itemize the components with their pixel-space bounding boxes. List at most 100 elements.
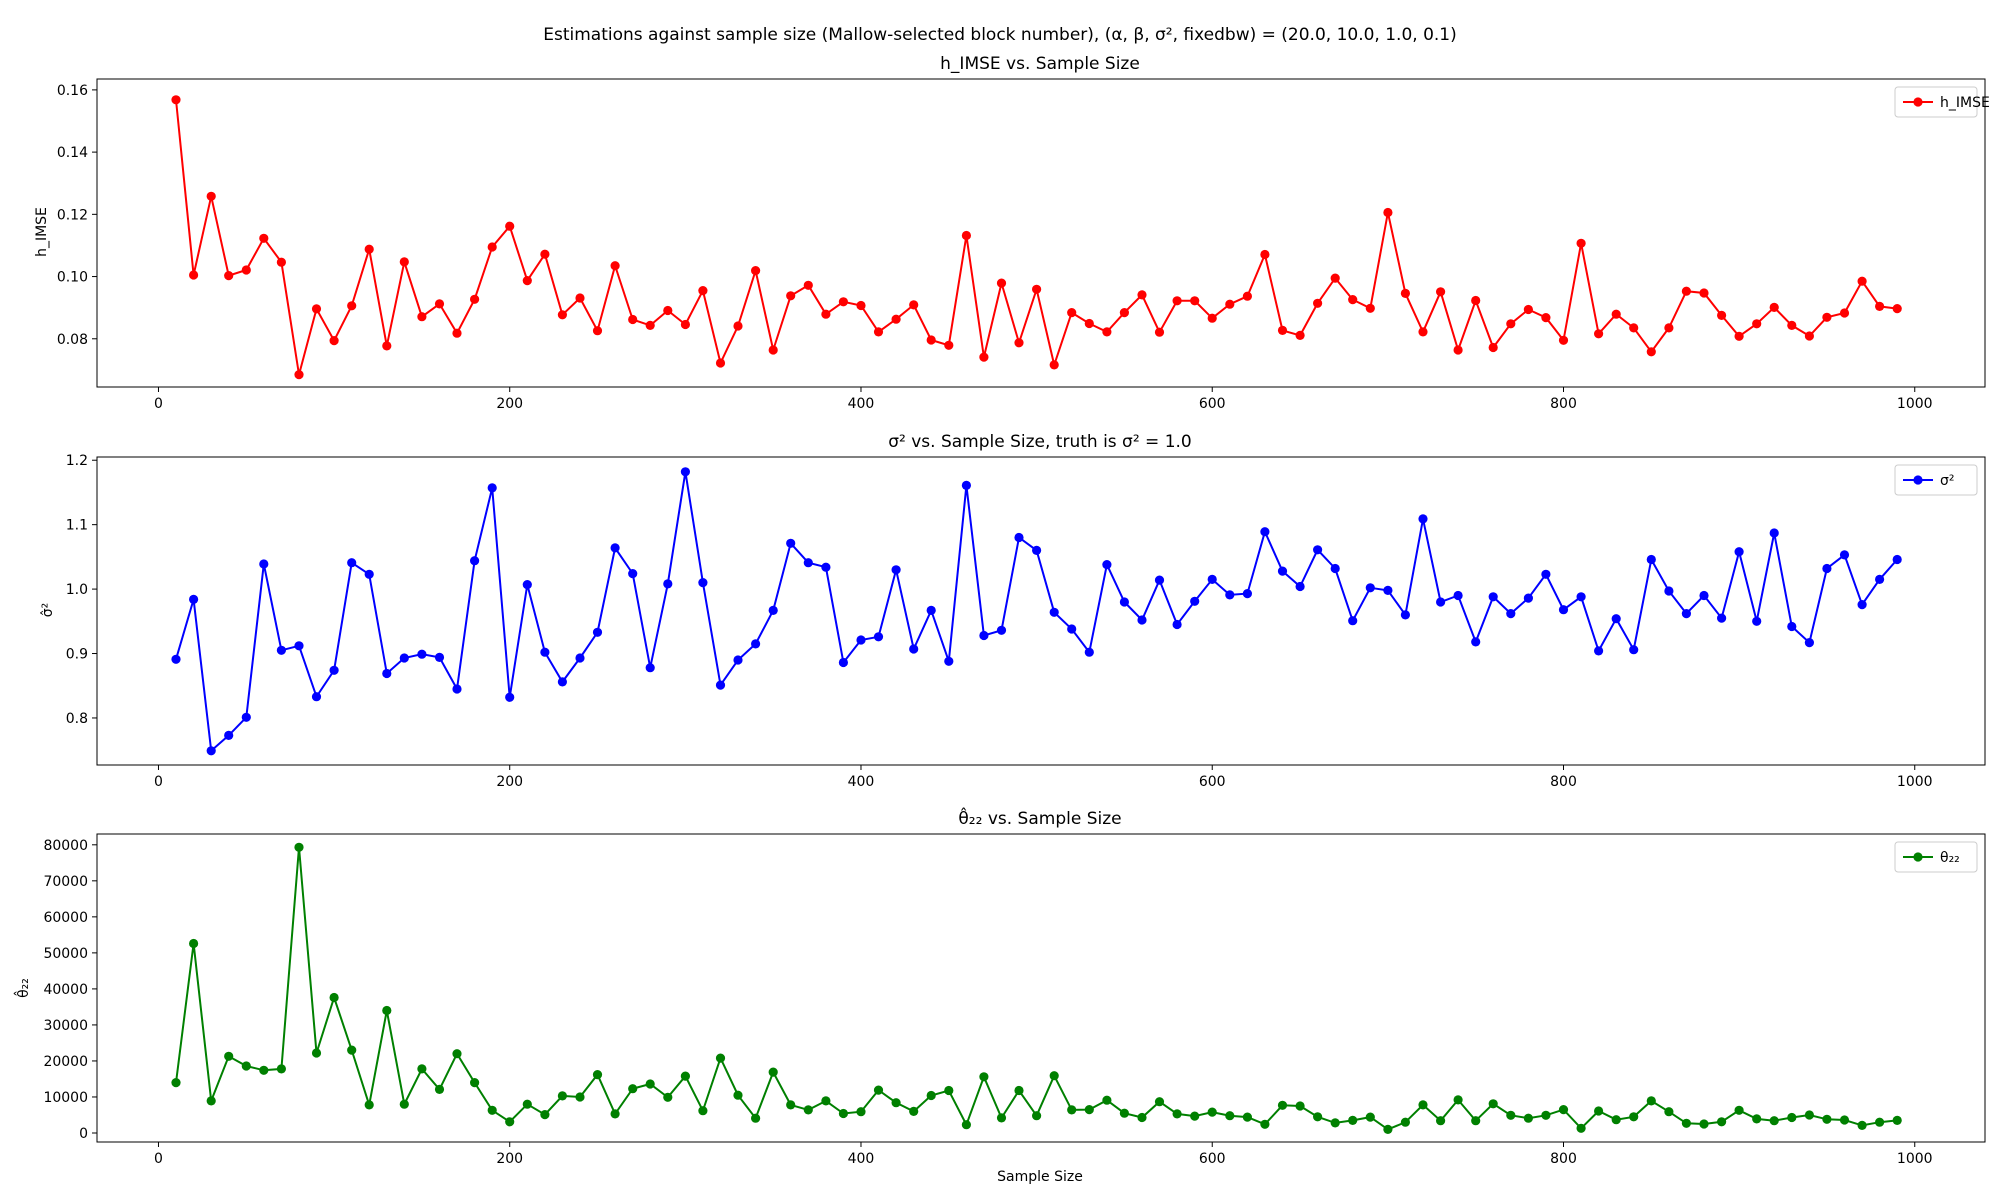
data-point bbox=[1646, 1096, 1656, 1106]
data-point bbox=[1594, 646, 1604, 656]
data-point bbox=[241, 1061, 251, 1071]
data-point bbox=[487, 242, 497, 252]
data-point bbox=[698, 578, 708, 588]
data-point bbox=[803, 1105, 813, 1115]
y-tick-label: 30000 bbox=[43, 1018, 88, 1034]
data-point bbox=[540, 249, 550, 259]
data-point bbox=[909, 644, 919, 654]
data-point bbox=[417, 1064, 427, 1074]
data-point bbox=[1699, 288, 1709, 298]
data-point bbox=[1190, 1111, 1200, 1121]
data-point bbox=[1506, 609, 1516, 619]
data-point bbox=[1348, 295, 1358, 305]
data-point bbox=[329, 992, 339, 1003]
data-point bbox=[241, 712, 251, 722]
data-point bbox=[926, 335, 936, 345]
data-point bbox=[1225, 590, 1235, 600]
data-point bbox=[1681, 609, 1691, 619]
data-point bbox=[1787, 320, 1797, 330]
data-point bbox=[1752, 616, 1762, 626]
data-point bbox=[1102, 1095, 1112, 1105]
data-point bbox=[1365, 303, 1375, 313]
data-point bbox=[680, 467, 691, 477]
data-point bbox=[1629, 645, 1639, 655]
data-point bbox=[1523, 1113, 1533, 1123]
data-point bbox=[645, 320, 655, 330]
legend-box bbox=[1894, 841, 1978, 873]
data-point bbox=[522, 1099, 532, 1109]
data-point bbox=[364, 244, 374, 254]
legend-box bbox=[1894, 464, 1978, 496]
data-point bbox=[382, 341, 392, 351]
legend-label: σ² bbox=[1940, 473, 1955, 489]
data-point bbox=[628, 1084, 638, 1094]
data-point bbox=[1260, 527, 1270, 537]
data-point bbox=[1049, 1071, 1059, 1081]
data-point bbox=[1067, 624, 1077, 634]
data-point bbox=[1717, 1117, 1727, 1127]
data-point bbox=[1646, 554, 1656, 565]
data-point bbox=[1804, 638, 1814, 648]
x-tick-label: 1000 bbox=[1897, 1151, 1933, 1167]
data-point bbox=[189, 594, 199, 605]
data-point bbox=[557, 677, 568, 687]
data-point bbox=[1313, 1112, 1323, 1122]
data-point bbox=[557, 310, 568, 320]
data-point bbox=[1664, 1107, 1674, 1117]
data-point bbox=[1576, 1123, 1586, 1133]
data-point bbox=[1032, 545, 1042, 556]
data-point bbox=[434, 299, 445, 309]
data-point bbox=[891, 314, 901, 324]
data-point bbox=[1277, 1100, 1288, 1110]
data-point bbox=[470, 556, 480, 566]
data-point bbox=[698, 1106, 708, 1116]
y-tick-label: 1.1 bbox=[66, 518, 88, 534]
data-point bbox=[1295, 581, 1305, 592]
data-point bbox=[1207, 313, 1217, 323]
data-point bbox=[751, 639, 761, 649]
data-point bbox=[224, 271, 234, 281]
data-point bbox=[1014, 1085, 1024, 1096]
data-point bbox=[698, 286, 708, 296]
data-point bbox=[540, 647, 550, 657]
data-point bbox=[1207, 1107, 1217, 1117]
data-point bbox=[909, 1106, 919, 1116]
data-point bbox=[1119, 597, 1129, 607]
data-point bbox=[1558, 1105, 1569, 1115]
data-point bbox=[399, 257, 409, 267]
data-point bbox=[715, 680, 726, 690]
data-point bbox=[1154, 1097, 1165, 1107]
y-tick-label: 0 bbox=[79, 1126, 88, 1142]
figure-suptitle: Estimations against sample size (Mallow-… bbox=[543, 25, 1457, 45]
data-point bbox=[1242, 589, 1252, 599]
data-point bbox=[628, 314, 638, 325]
data-point bbox=[1629, 1112, 1639, 1122]
data-point bbox=[733, 1090, 743, 1100]
data-point bbox=[1119, 1108, 1129, 1118]
panel-h-imse: h_IMSE vs. Sample Size h_IMSE 0 200 400 600… bbox=[34, 54, 1990, 412]
axes-frame bbox=[96, 78, 1986, 388]
data-point bbox=[1892, 1115, 1902, 1125]
data-point bbox=[715, 358, 726, 368]
data-point bbox=[1681, 1118, 1691, 1128]
data-point bbox=[909, 300, 919, 310]
data-point bbox=[1787, 621, 1797, 632]
data-point bbox=[1119, 308, 1129, 318]
data-point bbox=[961, 230, 972, 241]
data-point bbox=[452, 684, 462, 694]
data-point bbox=[1154, 327, 1165, 337]
data-point bbox=[259, 233, 269, 243]
data-point bbox=[1330, 1118, 1340, 1128]
data-point bbox=[838, 1108, 849, 1119]
data-point bbox=[786, 538, 796, 548]
data-point bbox=[733, 655, 743, 665]
data-point bbox=[1822, 312, 1832, 322]
data-point bbox=[189, 270, 199, 280]
data-point bbox=[1839, 308, 1850, 318]
x-tick-label: 200 bbox=[496, 396, 523, 412]
data-point bbox=[1277, 325, 1288, 335]
data-point bbox=[1558, 335, 1569, 345]
data-point bbox=[1436, 287, 1446, 297]
data-point bbox=[1699, 1119, 1709, 1129]
data-point bbox=[311, 1048, 322, 1058]
